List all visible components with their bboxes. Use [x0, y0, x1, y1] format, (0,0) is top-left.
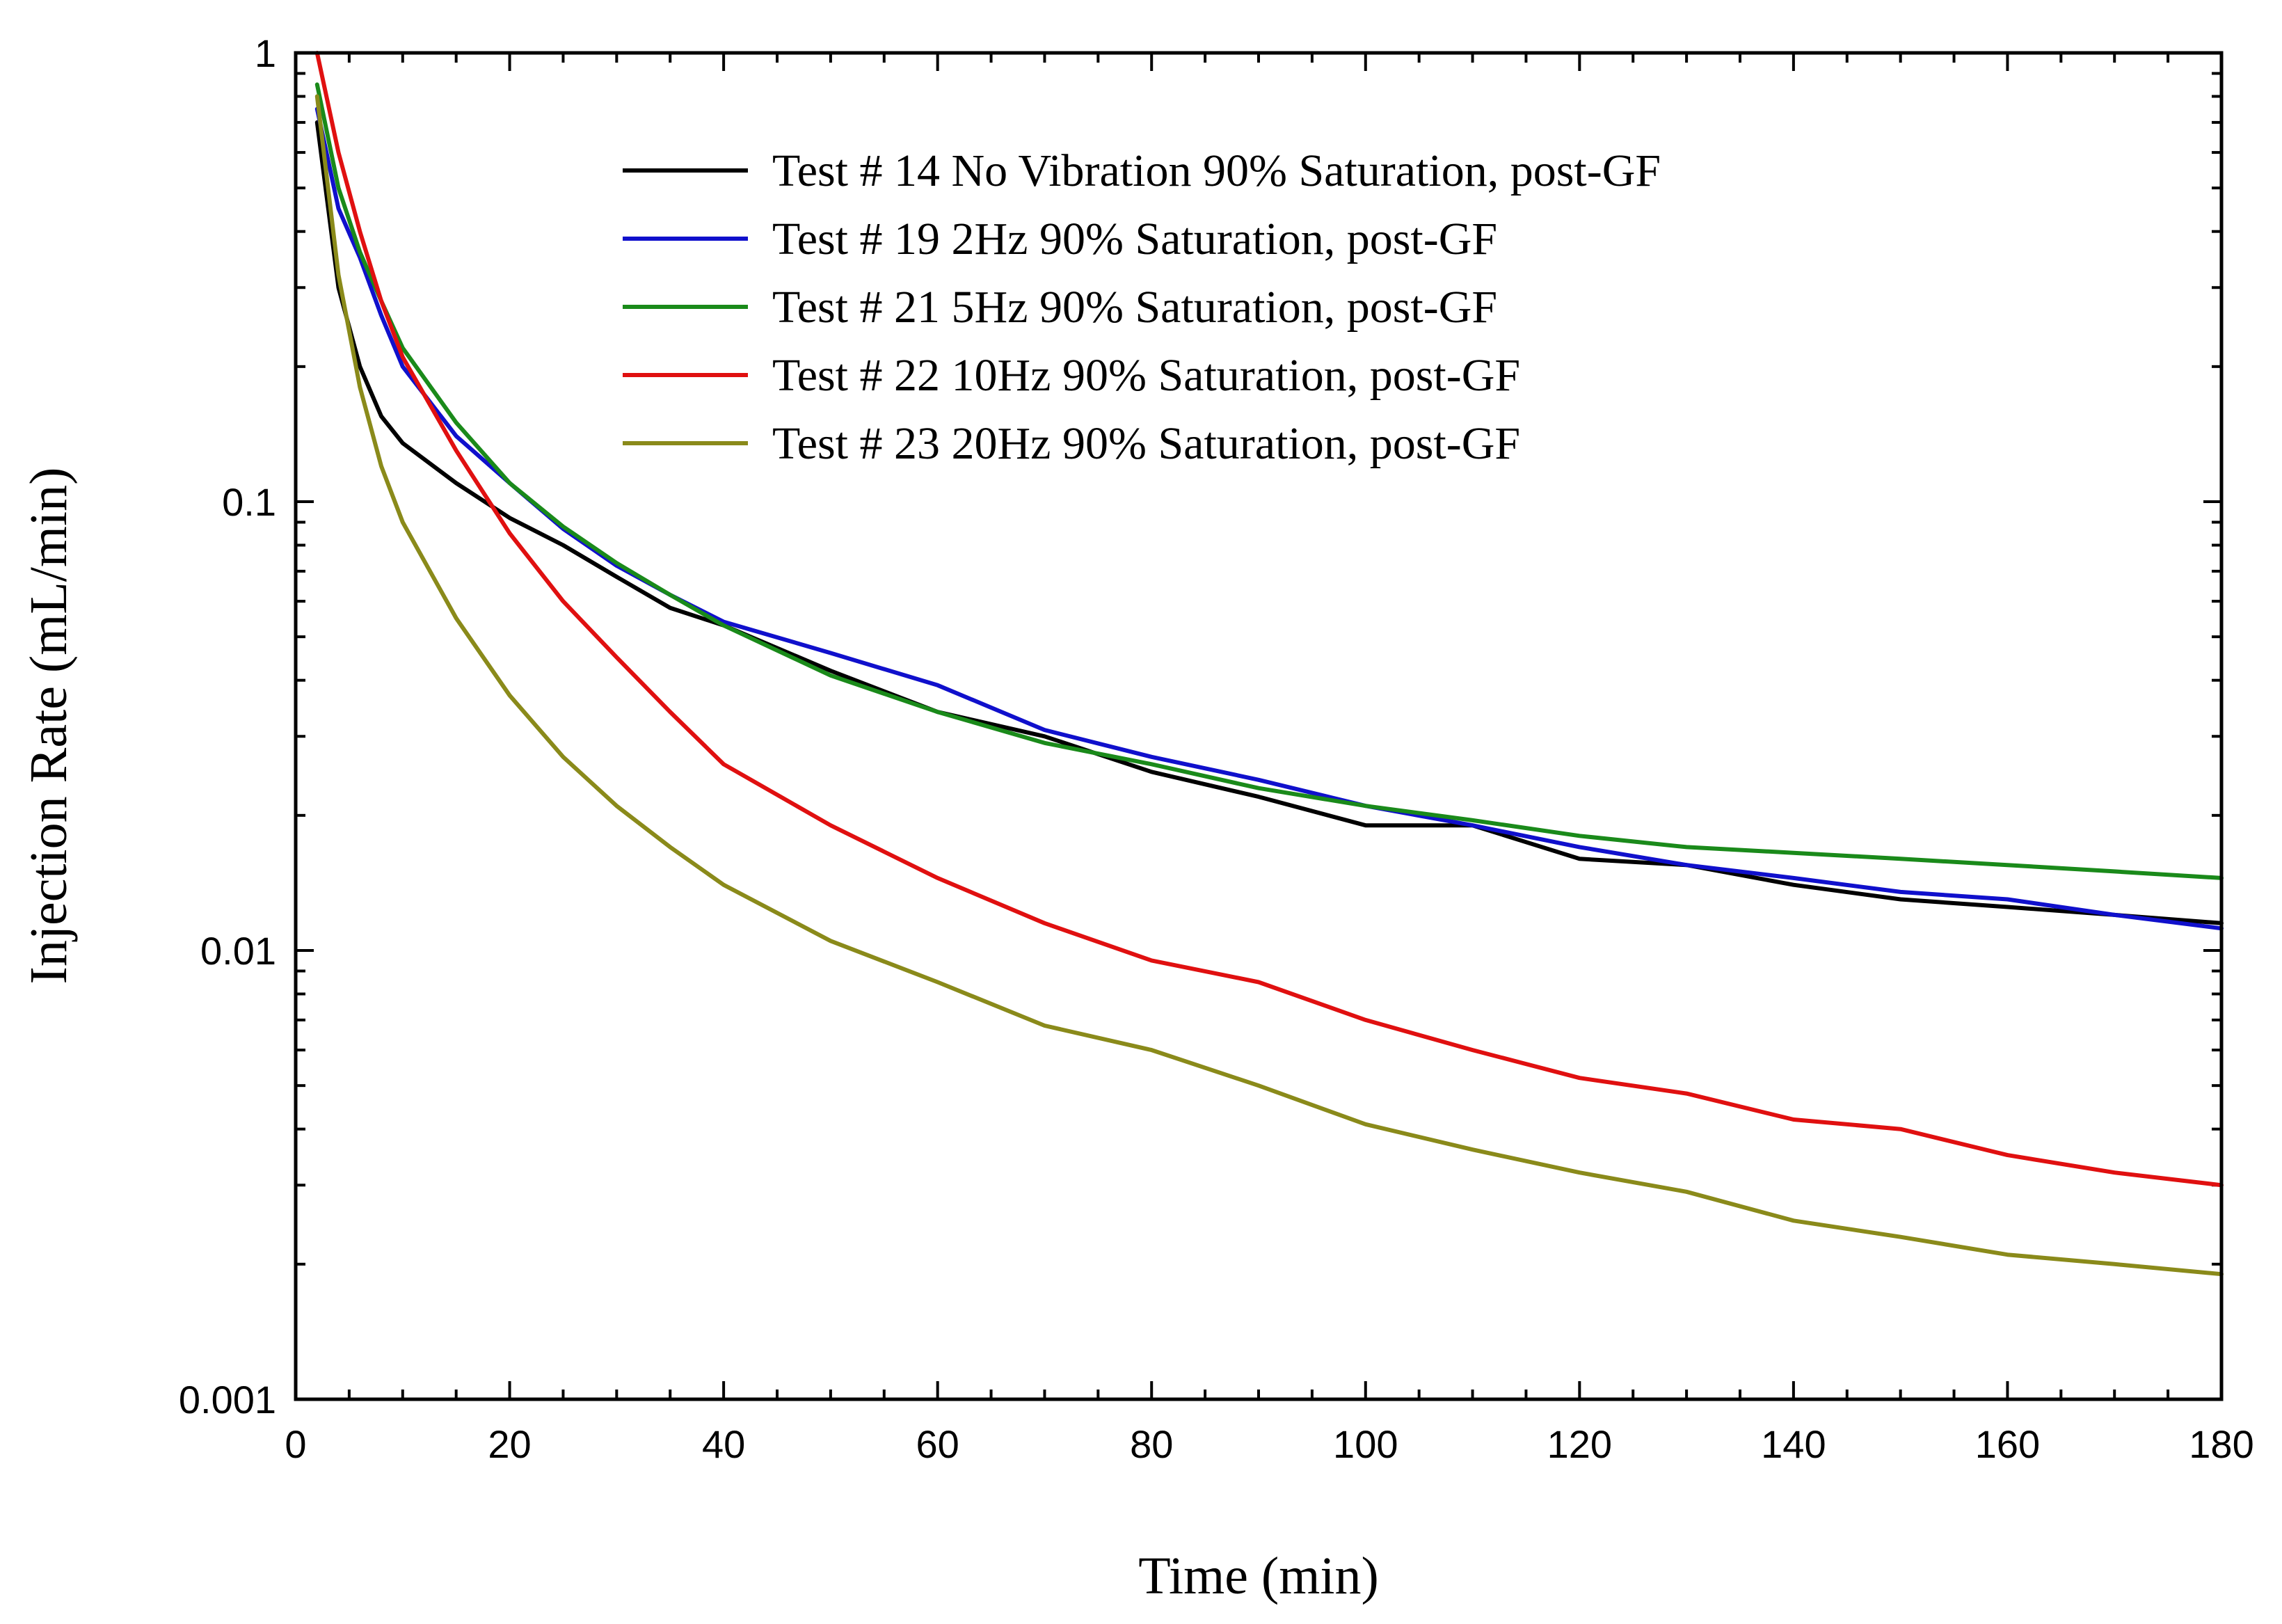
legend-label-2: Test # 21 5Hz 90% Saturation, post-GF [772, 282, 1497, 333]
x-tick-label: 120 [1547, 1422, 1612, 1466]
y-tick-label: 1 [255, 31, 276, 75]
y-axis-title: Injection Rate (mL/min) [19, 468, 78, 985]
series-lines [314, 51, 2224, 1277]
x-tick-label: 60 [916, 1422, 959, 1466]
x-tick-label: 180 [2189, 1422, 2253, 1466]
y-tick-labels: 0.001 0.01 0.1 1 [179, 31, 276, 1422]
legend-label-3: Test # 22 10Hz 90% Saturation, post-GF [772, 350, 1520, 401]
x-tick-label: 100 [1333, 1422, 1398, 1466]
legend-label-0: Test # 14 No Vibration 90% Saturation, p… [772, 145, 1661, 196]
series-line-1 [314, 106, 2224, 931]
x-tick-label: 40 [702, 1422, 745, 1466]
plot-frame [294, 51, 2224, 1401]
y-tick-label: 0.001 [179, 1378, 276, 1422]
series-line-2 [314, 82, 2224, 880]
x-axis-title: Time (min) [1138, 1547, 1379, 1605]
x-tick-label: 140 [1761, 1422, 1826, 1466]
y-tick-label: 0.01 [200, 929, 276, 973]
x-tick-label: 160 [1975, 1422, 2040, 1466]
x-tick-label: 20 [488, 1422, 531, 1466]
y-tick-label: 0.1 [222, 480, 276, 524]
x-tick-labels: 0 20 40 60 80 100 120 140 160 180 [285, 1422, 2253, 1466]
legend: Test # 14 No Vibration 90% Saturation, p… [623, 145, 1661, 469]
x-tick-label: 80 [1130, 1422, 1173, 1466]
legend-label-4: Test # 23 20Hz 90% Saturation, post-GF [772, 418, 1520, 469]
x-tick-label: 0 [285, 1422, 306, 1466]
series-line-4 [314, 94, 2224, 1277]
legend-label-1: Test # 19 2Hz 90% Saturation, post-GF [772, 214, 1497, 264]
series-line-3 [314, 51, 2224, 1188]
